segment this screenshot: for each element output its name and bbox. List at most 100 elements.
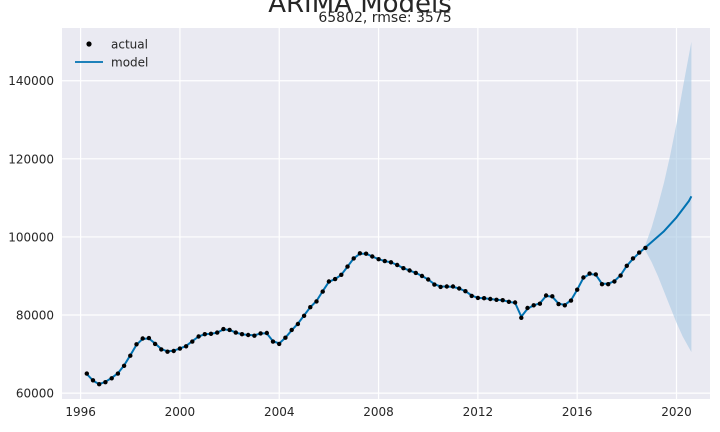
- actual-point: [258, 331, 263, 336]
- actual-point: [475, 295, 481, 301]
- actual-point: [494, 297, 499, 302]
- actual-point: [177, 346, 183, 351]
- actual-point: [463, 289, 468, 294]
- actual-point: [308, 305, 313, 310]
- actual-point: [432, 282, 437, 287]
- actual-point: [183, 344, 189, 349]
- actual-point: [376, 257, 381, 262]
- actual-point: [556, 301, 561, 307]
- legend-actual-marker: [86, 41, 92, 47]
- actual-point: [382, 258, 387, 264]
- actual-point: [488, 296, 493, 302]
- y-tick-label: 60000: [16, 387, 54, 401]
- actual-point: [351, 256, 356, 261]
- actual-point: [339, 272, 344, 277]
- actual-point: [599, 282, 605, 287]
- y-tick-label: 80000: [16, 309, 54, 323]
- x-tick-label: 2016: [562, 405, 593, 419]
- chart-subtitle: 65802, rmse: 3575: [318, 10, 451, 26]
- actual-point: [115, 371, 121, 376]
- actual-point: [457, 286, 462, 291]
- legend-actual-label: actual: [111, 38, 148, 52]
- actual-point: [289, 327, 294, 333]
- confidence-band-area: [645, 41, 692, 353]
- x-tick-label: 2008: [363, 405, 394, 419]
- x-tick-label: 1996: [65, 405, 96, 419]
- actual-point: [357, 251, 363, 256]
- actual-point: [395, 262, 400, 268]
- actual-point: [581, 275, 586, 280]
- actual-point: [624, 263, 629, 268]
- actual-point: [326, 279, 332, 284]
- actual-point: [575, 287, 580, 292]
- actual-point: [562, 303, 567, 308]
- actual-point: [643, 245, 648, 251]
- actual-point: [202, 332, 207, 337]
- actual-point: [264, 330, 269, 336]
- actual-point: [215, 330, 220, 335]
- actual-point: [196, 334, 201, 339]
- actual-point: [159, 347, 164, 352]
- actual-point: [152, 341, 158, 347]
- actual-point: [630, 256, 636, 261]
- actual-point: [637, 250, 642, 255]
- actual-point: [543, 293, 549, 298]
- actual-point: [270, 339, 276, 344]
- actual-point: [606, 282, 611, 287]
- actual-series: [84, 245, 648, 387]
- actual-point: [438, 284, 443, 290]
- actual-point: [295, 321, 301, 327]
- actual-point: [444, 284, 449, 289]
- actual-point: [550, 294, 555, 299]
- actual-point: [121, 363, 127, 368]
- x-axis-ticks: 1996 2000 2004 2008 2012 2016 2020: [65, 405, 691, 419]
- actual-point: [171, 348, 176, 354]
- actual-point: [481, 296, 487, 301]
- actual-point: [370, 254, 375, 259]
- x-tick-label: 2012: [463, 405, 494, 419]
- actual-point: [90, 378, 96, 383]
- plot-area: [62, 28, 710, 399]
- actual-point: [587, 271, 592, 276]
- actual-point: [525, 305, 530, 311]
- actual-point: [128, 353, 133, 358]
- actual-point: [519, 315, 524, 320]
- actual-point: [618, 273, 623, 278]
- x-tick-label: 2000: [165, 405, 196, 419]
- y-tick-label: 140000: [8, 74, 54, 88]
- actual-point: [84, 371, 90, 376]
- actual-point: [277, 341, 282, 347]
- actual-point: [165, 349, 170, 354]
- actual-point: [227, 327, 232, 333]
- actual-point: [363, 251, 369, 256]
- confidence-band: [645, 41, 692, 353]
- actual-point: [612, 279, 617, 284]
- actual-point: [500, 298, 505, 303]
- actual-point: [146, 335, 152, 341]
- actual-point: [450, 284, 456, 289]
- actual-point: [190, 339, 195, 344]
- actual-point: [531, 303, 536, 308]
- y-axis-ticks: 60000 80000 100000 120000 140000: [8, 74, 54, 400]
- actual-point: [283, 335, 288, 340]
- actual-point: [332, 276, 338, 282]
- figure-suptitle: ARIMA Models: [268, 0, 452, 19]
- actual-point: [252, 333, 257, 338]
- actual-point: [233, 330, 238, 335]
- actual-point: [140, 336, 145, 341]
- actual-point: [388, 260, 394, 265]
- actual-point: [593, 272, 598, 277]
- actual-point: [97, 382, 102, 387]
- legend: actual model: [75, 38, 148, 70]
- actual-point: [246, 332, 251, 338]
- actual-point: [413, 270, 418, 276]
- actual-point: [345, 264, 350, 269]
- actual-point: [401, 266, 406, 271]
- actual-point: [568, 298, 574, 303]
- actual-point: [537, 301, 543, 306]
- actual-point: [469, 293, 474, 299]
- actual-point: [103, 380, 108, 385]
- legend-model-label: model: [111, 56, 148, 70]
- y-tick-label: 120000: [8, 152, 54, 166]
